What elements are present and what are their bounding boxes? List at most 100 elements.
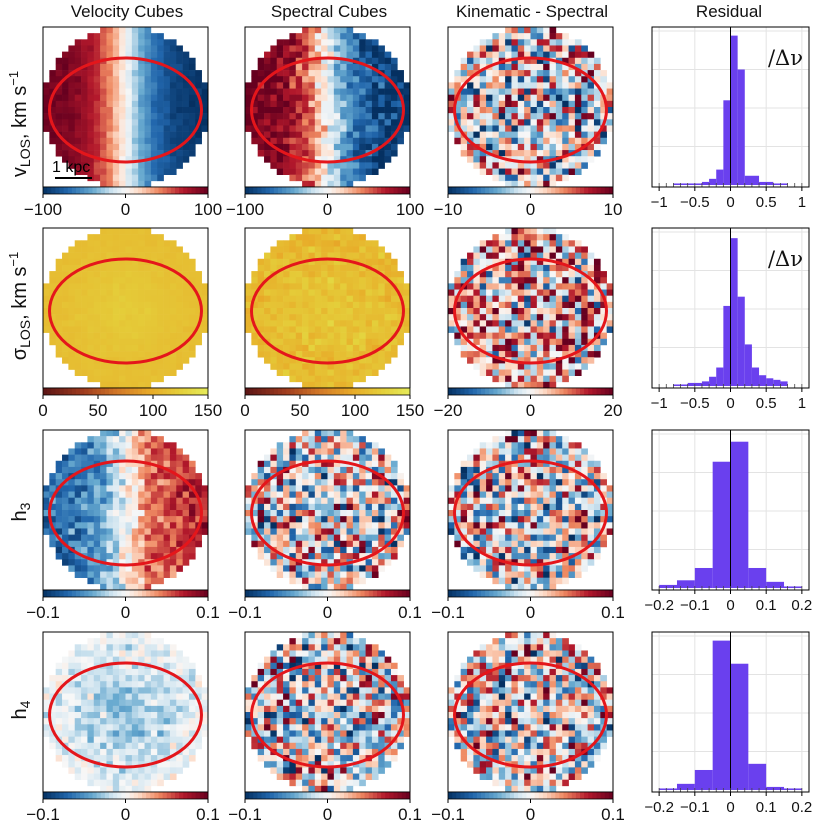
map-cell [302,39,309,46]
map-cell [157,246,164,253]
colorbar-segment [96,187,102,194]
map-cell [403,301,411,309]
map-cell [549,252,557,260]
map-cell [587,70,595,77]
map-cell [283,522,290,529]
map-cell [340,113,347,120]
map-cell [321,528,328,535]
map-cell [384,301,392,309]
map-cell [378,246,385,253]
map-cell [568,277,576,284]
map-cell [157,528,164,535]
map-cell [251,271,258,278]
map-cell [333,565,341,572]
map-cell [131,150,139,157]
map-cell [93,448,101,455]
map-cell [251,82,258,89]
map-cell [289,283,297,290]
colorbar-segment [335,590,341,597]
map-cell [289,338,297,346]
map-cell [176,466,183,474]
map-cell [119,553,126,560]
map-cell [568,82,576,89]
map-cell [112,528,120,535]
map-cell [562,82,569,89]
map-cell [150,571,158,578]
map-cell [517,344,525,352]
map-cell [144,76,152,83]
map-cell [365,534,373,542]
map-cell [106,436,114,443]
map-cell [486,308,493,315]
map-cell [562,168,569,175]
map-cell [314,338,322,346]
map-cells [245,430,411,591]
map-cell [150,131,158,139]
map-cell [144,344,152,352]
map-cell [517,51,525,59]
map-cell [352,344,360,352]
map-cell [492,82,500,89]
map-cell [359,577,366,585]
map-cell [327,363,335,370]
map-cell [346,70,354,77]
map-cell [549,174,557,182]
map-cell [195,332,202,340]
map-cell [87,540,95,548]
colorbar-tick-label: 100 [341,401,369,420]
map-cell [543,363,550,370]
map-cell [169,565,177,572]
map-cell [270,277,278,284]
map-cell [144,332,152,340]
map-cell [138,497,145,505]
map-cell [81,289,88,296]
map-cell [119,430,126,437]
map-cell [150,63,158,71]
map-cell [163,485,171,492]
map-cell [68,162,76,169]
map-cell [352,516,360,523]
map-cell [276,289,284,296]
map-cell [549,442,557,449]
map-cell [397,534,404,542]
map-cell [251,113,258,120]
map-cell [157,344,164,352]
map-cell [106,94,114,102]
map-cell [314,308,322,315]
map-cell [308,314,316,321]
map-cell [492,94,500,102]
map-cell [517,107,525,114]
map-cell [390,546,398,554]
map-cell [68,363,76,370]
map-cell [87,436,95,443]
map-cell [93,454,101,462]
map-cell [276,320,284,327]
map-cell [270,301,278,309]
map-cell [587,252,595,260]
map-cell [536,228,544,235]
map-cell [365,289,373,296]
colorbar-segment [282,590,287,597]
map-cell [308,466,316,474]
map-cell [131,436,139,443]
map-cell [276,363,284,370]
map-cell [390,295,398,303]
map-cell [346,577,354,585]
colorbar-segment [261,187,267,194]
colorbar-segment [191,388,197,395]
map-cell [530,252,538,260]
map-cell [314,150,322,157]
map-cell [352,277,360,284]
map-cell [555,332,563,340]
map-cell [486,338,493,346]
map-cell [321,540,328,548]
map-cell [346,27,354,34]
map-cell [371,143,379,151]
map-cell [62,51,69,59]
map-cell [74,252,82,260]
map-cell [505,143,512,151]
map-cell [327,381,335,389]
map-cell [270,326,278,333]
colorbar-segment [245,187,250,194]
map-cell [365,246,373,253]
